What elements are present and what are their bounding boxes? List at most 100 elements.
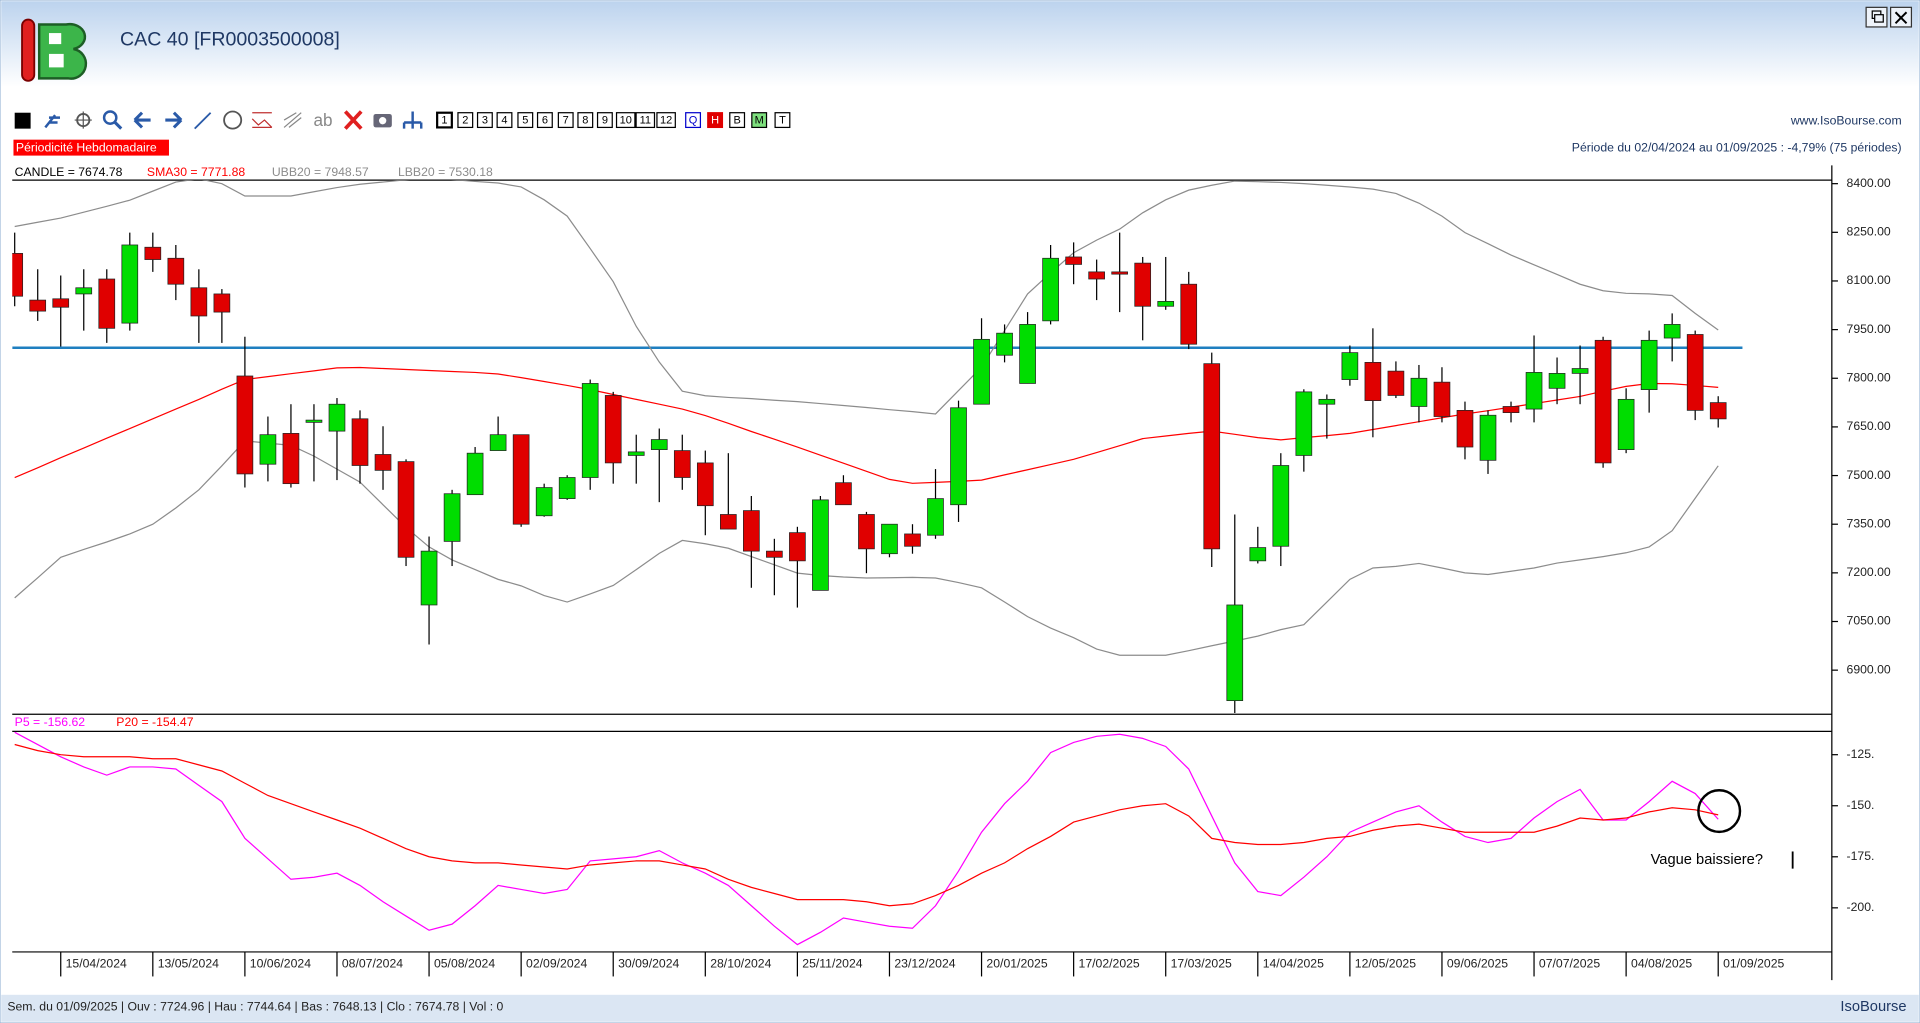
mode-label: H — [711, 115, 719, 127]
period-summary: Période du 02/04/2024 au 01/09/2025 : -4… — [1572, 140, 1902, 154]
period-button[interactable] — [635, 112, 656, 129]
y-tick-label: -125. — [1847, 747, 1875, 761]
line-tool[interactable] — [194, 112, 212, 130]
brand: IsoBourse — [1840, 999, 1906, 1015]
candle-body — [1479, 414, 1497, 461]
y-tick-label: 7500.00 — [1847, 468, 1891, 482]
y-tick-label: 7050.00 — [1847, 614, 1891, 628]
period-button[interactable] — [536, 112, 553, 129]
period-label: 4 — [501, 115, 507, 127]
indicator-tool[interactable] — [251, 112, 273, 129]
y-tick-label: 8250.00 — [1847, 225, 1891, 239]
y-tick-label: 7650.00 — [1847, 419, 1891, 433]
candle-body — [1226, 604, 1244, 702]
period-label: 10 — [620, 115, 632, 127]
mode-button[interactable] — [774, 112, 791, 129]
indicator-line — [14, 366, 1719, 484]
candle-body — [1456, 410, 1474, 448]
candle-body — [1364, 362, 1382, 402]
candle-body — [374, 454, 392, 471]
periodicity: Périodicité Hebdomadaire — [16, 140, 157, 154]
candle-body — [973, 338, 990, 405]
candle-body — [1157, 301, 1175, 307]
x-tick-label: 04/08/2025 — [1631, 956, 1692, 970]
period-button[interactable] — [476, 112, 493, 129]
candle-body — [466, 452, 484, 496]
toolbar: ab — [14, 110, 423, 130]
tree-tool[interactable] — [402, 111, 423, 129]
period-button[interactable] — [577, 112, 594, 129]
indicator-line — [14, 743, 1719, 907]
period-button[interactable] — [496, 112, 513, 129]
price-plot — [12, 180, 1743, 713]
oscillator-plot — [14, 731, 1719, 946]
period-button[interactable] — [457, 112, 474, 129]
candle-body — [535, 487, 553, 517]
candle-body — [1042, 257, 1059, 322]
zoom-tool[interactable] — [102, 110, 118, 125]
candle-body — [1111, 271, 1129, 275]
mode-button[interactable] — [729, 112, 746, 129]
mode-label: B — [733, 115, 740, 127]
circle-tool[interactable] — [223, 110, 243, 130]
candle-body — [835, 482, 852, 506]
candle-body — [1272, 465, 1290, 547]
candle-body — [443, 493, 461, 542]
legend-entry: P20 = -154.47 — [116, 715, 193, 729]
candle-body — [673, 450, 691, 478]
candle-body — [259, 434, 277, 465]
candle-body — [812, 499, 829, 591]
text-tool[interactable]: ab — [313, 110, 332, 130]
period-label: 2 — [462, 115, 468, 127]
candle-body — [1502, 406, 1520, 414]
back-button[interactable] — [133, 111, 151, 129]
candle-body — [627, 451, 645, 456]
x-tick-label: 02/09/2024 — [526, 956, 587, 970]
period-button[interactable] — [517, 112, 534, 129]
period-bar: 1 2 3 4 5 6 7 8 9 10 11 12 Q H B M T — [436, 111, 791, 129]
candle-body — [75, 287, 93, 295]
mode-button[interactable] — [751, 112, 768, 129]
mode-label: T — [779, 115, 786, 127]
color-tool[interactable] — [14, 112, 31, 129]
candle-body — [1295, 391, 1313, 456]
x-tick-label: 08/07/2024 — [342, 956, 403, 970]
indicator-line — [14, 731, 1719, 946]
period-button[interactable] — [596, 112, 613, 129]
x-tick-label: 28/10/2024 — [710, 956, 771, 970]
candle-body — [950, 407, 967, 506]
candle-body — [604, 395, 622, 464]
x-tick-label: 20/01/2025 — [986, 956, 1047, 970]
period-button[interactable] — [615, 112, 636, 129]
candle-body — [98, 278, 116, 329]
candle-body — [858, 514, 875, 550]
legend-entry: LBB20 = 7530.18 — [398, 165, 493, 179]
candle-body — [558, 477, 576, 499]
candle-body — [1088, 271, 1105, 280]
site-link[interactable]: www.IsoBourse.com — [1790, 114, 1902, 128]
annotation: Vague baissiere? — [1651, 852, 1763, 868]
x-tick-label: 25/11/2024 — [802, 956, 863, 970]
period-button[interactable] — [656, 112, 676, 129]
x-tick-label: 30/09/2024 — [618, 956, 679, 970]
candle-body — [1341, 352, 1359, 380]
fibo-tool[interactable] — [283, 112, 302, 128]
mode-button[interactable] — [707, 112, 724, 129]
candle-body — [121, 244, 139, 324]
period-button[interactable] — [557, 112, 574, 129]
candle-body — [881, 523, 898, 555]
draw-tool[interactable] — [44, 114, 60, 129]
mode-button[interactable] — [685, 112, 702, 129]
period-label: 5 — [522, 115, 528, 127]
window-buttons[interactable] — [1865, 6, 1913, 28]
x-tick-label: 15/04/2024 — [66, 956, 127, 970]
candle-body — [167, 257, 185, 285]
x-tick-label: 01/09/2025 — [1723, 956, 1784, 970]
period-button[interactable] — [436, 111, 453, 129]
candle-body — [1525, 372, 1543, 410]
x-tick-label: 09/06/2025 — [1447, 956, 1508, 970]
delete-tool[interactable] — [343, 110, 363, 130]
y-tick-label: -175. — [1847, 849, 1875, 863]
forward-button[interactable] — [165, 111, 183, 129]
